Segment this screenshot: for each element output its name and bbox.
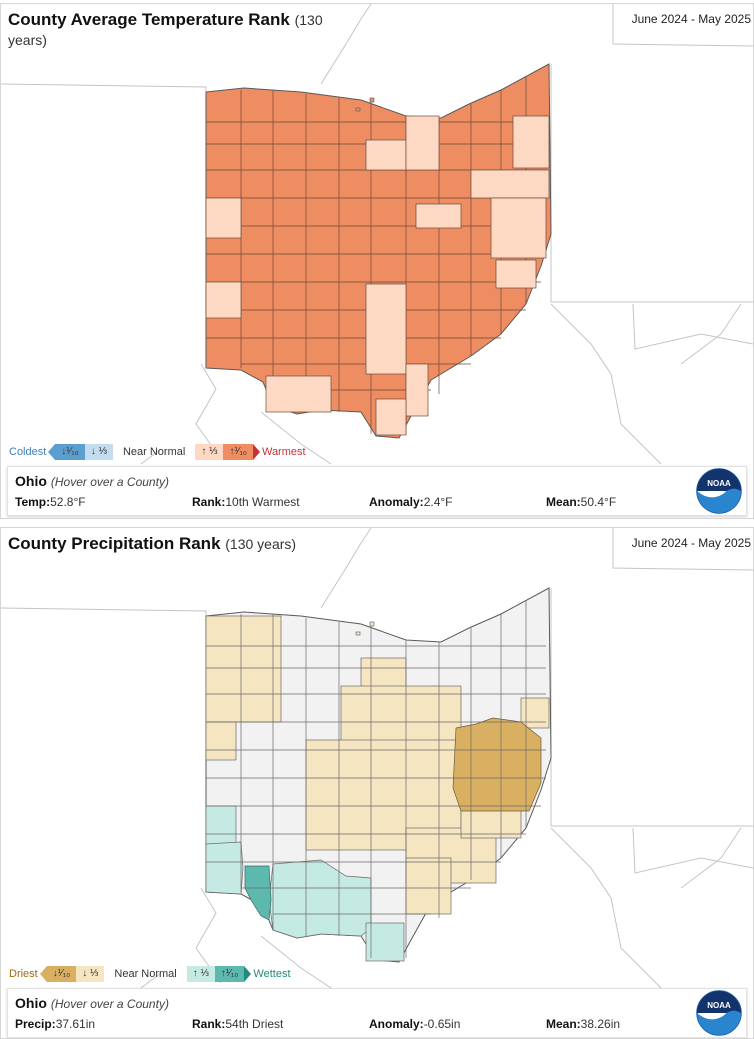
legend-wettest-label: Wettest: [253, 968, 291, 980]
info-anomaly: Anomaly:-0.65in: [369, 1017, 461, 1031]
basemap-borders: [1, 528, 753, 988]
legend-dry-third: ↓ ⅓: [76, 966, 105, 982]
light-warm-counties: [205, 115, 550, 436]
precipitation-info-box: Ohio (Hover over a County) Precip:37.61in…: [7, 988, 747, 1038]
precipitation-title: County Precipitation Rank (130 years): [8, 534, 297, 553]
info-state: Ohio (Hover over a County): [15, 995, 169, 1011]
legend-left-arrow-icon: [48, 444, 56, 460]
precipitation-rank-panel: County Precipitation Rank (130 years) Ju…: [0, 527, 754, 1039]
legend-left-arrow-icon: [39, 966, 47, 982]
legend-driest-tenth: ↓¹⁄₁₀: [46, 966, 77, 982]
noaa-logo: NOAA: [696, 990, 742, 1036]
noaa-logo: NOAA: [696, 468, 742, 514]
wettest-tenth-counties: [244, 865, 272, 921]
info-precip: Precip:37.61in: [15, 1017, 96, 1031]
lake-erie-islands: [355, 621, 375, 636]
legend-right-arrow-icon: [252, 444, 260, 460]
legend-near-normal: Near Normal: [114, 968, 177, 980]
legend-warmest-label: Warmest: [261, 446, 306, 458]
legend-driest-label: Driest: [9, 968, 38, 980]
info-rank: Rank:54th Driest: [192, 1017, 284, 1031]
info-mean: Mean:38.26in: [546, 1017, 621, 1031]
legend-near-normal: Near Normal: [122, 446, 186, 458]
legend-warmest-tenth: ↑¹⁄₁₀: [223, 444, 253, 460]
temperature-period: June 2024 - May 2025: [631, 12, 751, 26]
lake-erie-islands: [355, 97, 375, 112]
legend-cold-third: ↓ ⅓: [84, 444, 113, 460]
precipitation-county-map[interactable]: [1, 528, 753, 988]
temperature-title: County Average Temperature Rank (130 yea…: [8, 10, 323, 48]
legend-right-arrow-icon: [244, 966, 252, 982]
precipitation-legend: Driest ↓¹⁄₁₀ ↓ ⅓ Near Normal ↑ ⅓ ↑¹⁄₁₀ W…: [7, 966, 293, 982]
info-anomaly: Anomaly:2.4°F: [369, 495, 453, 509]
driest-tenth-counties: [452, 717, 542, 812]
temperature-info-box: Ohio (Hover over a County) Temp:52.8°F Ra…: [7, 466, 747, 516]
wet-third-counties: [205, 805, 405, 962]
svg-text:NOAA: NOAA: [707, 1001, 731, 1010]
dry-third-counties: [205, 615, 550, 915]
county-grid: [206, 600, 546, 958]
info-mean: Mean:50.4°F: [546, 495, 617, 509]
info-state: Ohio (Hover over a County): [15, 473, 169, 489]
temperature-county-map[interactable]: [1, 4, 753, 464]
svg-text:NOAA: NOAA: [707, 479, 731, 488]
legend-warm-third: ↑ ⅓: [195, 444, 224, 460]
temperature-rank-panel: County Average Temperature Rank (130 yea…: [0, 3, 754, 519]
legend-wet-third: ↑ ⅓: [186, 966, 215, 982]
info-temp: Temp:52.8°F: [15, 495, 86, 509]
legend-wettest-tenth: ↑¹⁄₁₀: [214, 966, 245, 982]
legend-coldest-tenth: ↓¹⁄₁₀: [55, 444, 85, 460]
precipitation-period: June 2024 - May 2025: [631, 536, 751, 550]
info-rank: Rank:10th Warmest: [192, 495, 300, 509]
temperature-legend: Coldest ↓¹⁄₁₀ ↓ ⅓ Near Normal ↑ ⅓ ↑¹⁄₁₀ …: [7, 444, 308, 460]
legend-coldest-label: Coldest: [9, 446, 47, 458]
